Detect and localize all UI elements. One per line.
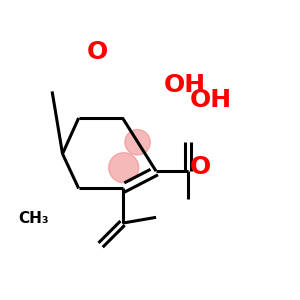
Text: O: O — [87, 40, 109, 64]
Text: OH: OH — [164, 73, 206, 97]
Text: CH₃: CH₃ — [18, 211, 49, 226]
Circle shape — [109, 153, 139, 183]
Circle shape — [125, 130, 150, 155]
Text: O: O — [190, 154, 211, 178]
Text: OH: OH — [190, 88, 232, 112]
